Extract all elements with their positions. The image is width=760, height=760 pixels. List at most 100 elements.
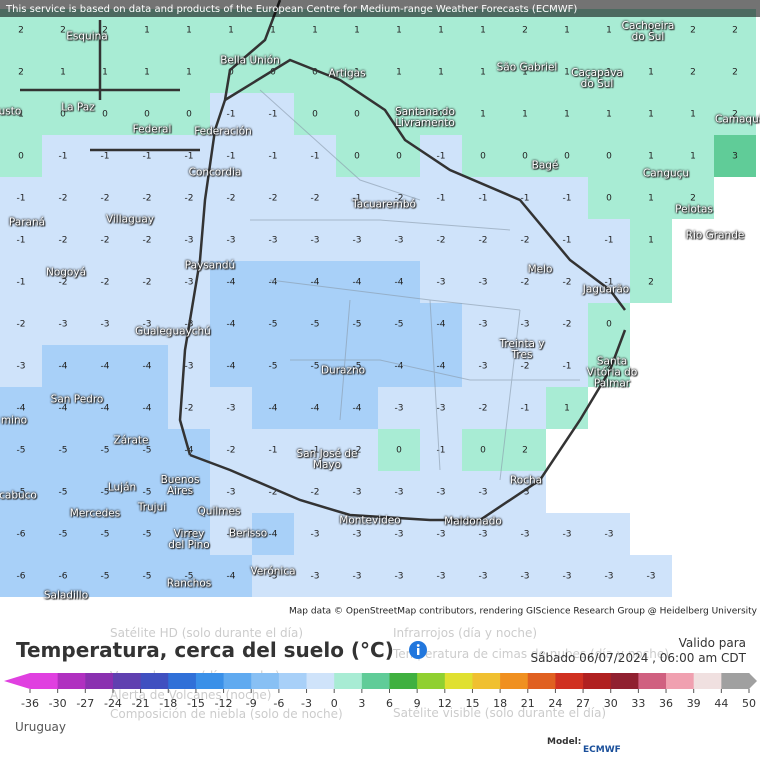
info-icon[interactable] <box>408 640 428 660</box>
temp-value: -2 <box>227 446 236 456</box>
temp-cell <box>126 429 168 471</box>
temp-value: -4 <box>143 362 152 372</box>
temp-value: -4 <box>101 362 110 372</box>
sea-cell <box>630 387 672 429</box>
temp-value: 0 <box>396 110 402 120</box>
temp-cell <box>546 51 588 93</box>
temp-value: -3 <box>311 572 320 582</box>
sea-cell <box>630 345 672 387</box>
temp-cell <box>168 471 210 513</box>
temp-value: 0 <box>396 152 402 162</box>
sea-cell <box>630 513 672 555</box>
temp-cell <box>378 429 420 471</box>
temp-cell <box>42 93 84 135</box>
temp-value: -5 <box>143 488 152 498</box>
temp-cell <box>630 219 672 261</box>
temp-cell <box>336 51 378 93</box>
sea-cell <box>630 471 672 513</box>
temp-value: -2 <box>143 194 152 204</box>
temp-cell <box>252 177 294 219</box>
temp-value: -2 <box>143 236 152 246</box>
colorbar-segment <box>361 673 390 689</box>
temp-cell <box>84 387 126 429</box>
map: 2 2 2 1 1 1 1 1 1 1 1 1 2 1 1 1 2 2 2 1 1 1 1 0 0 0 1 1 1 1 1 1 1 1 2 2 1 0 0 0… <box>0 0 760 617</box>
temp-cell <box>378 387 420 429</box>
temp-value: -3 <box>563 572 572 582</box>
temp-cell <box>336 387 378 429</box>
colorbar-segment <box>251 673 280 689</box>
colorbar-segment <box>112 673 142 689</box>
temp-value: -1 <box>17 236 26 246</box>
temp-cell <box>210 555 252 597</box>
temp-cell <box>294 387 336 429</box>
sea-cell <box>588 387 630 429</box>
colorbar-tick-label: -15 <box>187 697 205 710</box>
temp-value: -3 <box>395 404 404 414</box>
temp-cell <box>294 93 336 135</box>
temp-cell <box>504 555 546 597</box>
city-label: Caçapava do Sul <box>571 67 623 90</box>
temp-value: 2 <box>522 446 528 456</box>
temp-value: -1 <box>17 194 26 204</box>
temp-value: -5 <box>143 530 152 540</box>
temp-cell <box>126 471 168 513</box>
temp-cell <box>210 219 252 261</box>
temp-value: -2 <box>479 404 488 414</box>
temp-cell <box>462 219 504 261</box>
temp-value: 1 <box>144 68 150 78</box>
colorbar-segment <box>472 673 501 689</box>
temp-value: -4 <box>395 362 404 372</box>
city-label: Berisso <box>228 527 268 540</box>
city-label: Federal <box>132 123 172 136</box>
temp-cell <box>126 261 168 303</box>
temp-value: -2 <box>185 404 194 414</box>
temp-value: -1 <box>269 110 278 120</box>
colorbar-tick-label: -21 <box>132 697 150 710</box>
temp-cell <box>546 177 588 219</box>
temp-value: 2 <box>732 26 738 36</box>
temp-value: 0 <box>438 110 444 120</box>
temp-value: 1 <box>648 194 654 204</box>
menu-item: Satélite visible (solo durante el día) <box>393 706 607 720</box>
sea-cell <box>714 513 756 555</box>
temp-cell <box>126 513 168 555</box>
valid-label: Valido para <box>678 636 746 650</box>
colorbar-segment <box>334 673 363 689</box>
temp-value: -3 <box>353 488 362 498</box>
temp-value: 0 <box>354 110 360 120</box>
temp-value: -4 <box>17 404 26 414</box>
temp-cell <box>336 513 378 555</box>
temp-cell <box>462 555 504 597</box>
temp-cell <box>168 135 210 177</box>
temp-value: -2 <box>311 488 320 498</box>
colorbar-tick-label: 33 <box>631 697 645 710</box>
city-label: Ranchos <box>166 577 212 590</box>
temp-cell <box>126 303 168 345</box>
temp-value: 1 <box>144 26 150 36</box>
temp-value: -1 <box>311 446 320 456</box>
temp-value: -1 <box>227 110 236 120</box>
city-label: Durazno <box>320 364 366 377</box>
temp-value: -3 <box>185 278 194 288</box>
temp-cell <box>168 513 210 555</box>
temp-cell <box>378 135 420 177</box>
attribution: This service is based on data and produc… <box>5 4 577 15</box>
temp-value: -2 <box>563 320 572 330</box>
city-label: Mercedes <box>69 507 121 520</box>
temp-cell <box>210 177 252 219</box>
temp-cell <box>504 135 546 177</box>
temp-cell <box>0 345 42 387</box>
city-label: Paysandú <box>184 259 236 272</box>
temp-cell <box>0 135 42 177</box>
temp-value: 0 <box>102 110 108 120</box>
temp-cell <box>168 555 210 597</box>
temp-value: 0 <box>354 152 360 162</box>
temp-cell <box>42 51 84 93</box>
temp-cell <box>630 51 672 93</box>
temp-cell <box>420 387 462 429</box>
temp-cell <box>420 93 462 135</box>
sea-cell <box>546 429 588 471</box>
temp-value: -5 <box>269 320 278 330</box>
temp-value: -3 <box>521 320 530 330</box>
temp-value: -3 <box>143 320 152 330</box>
